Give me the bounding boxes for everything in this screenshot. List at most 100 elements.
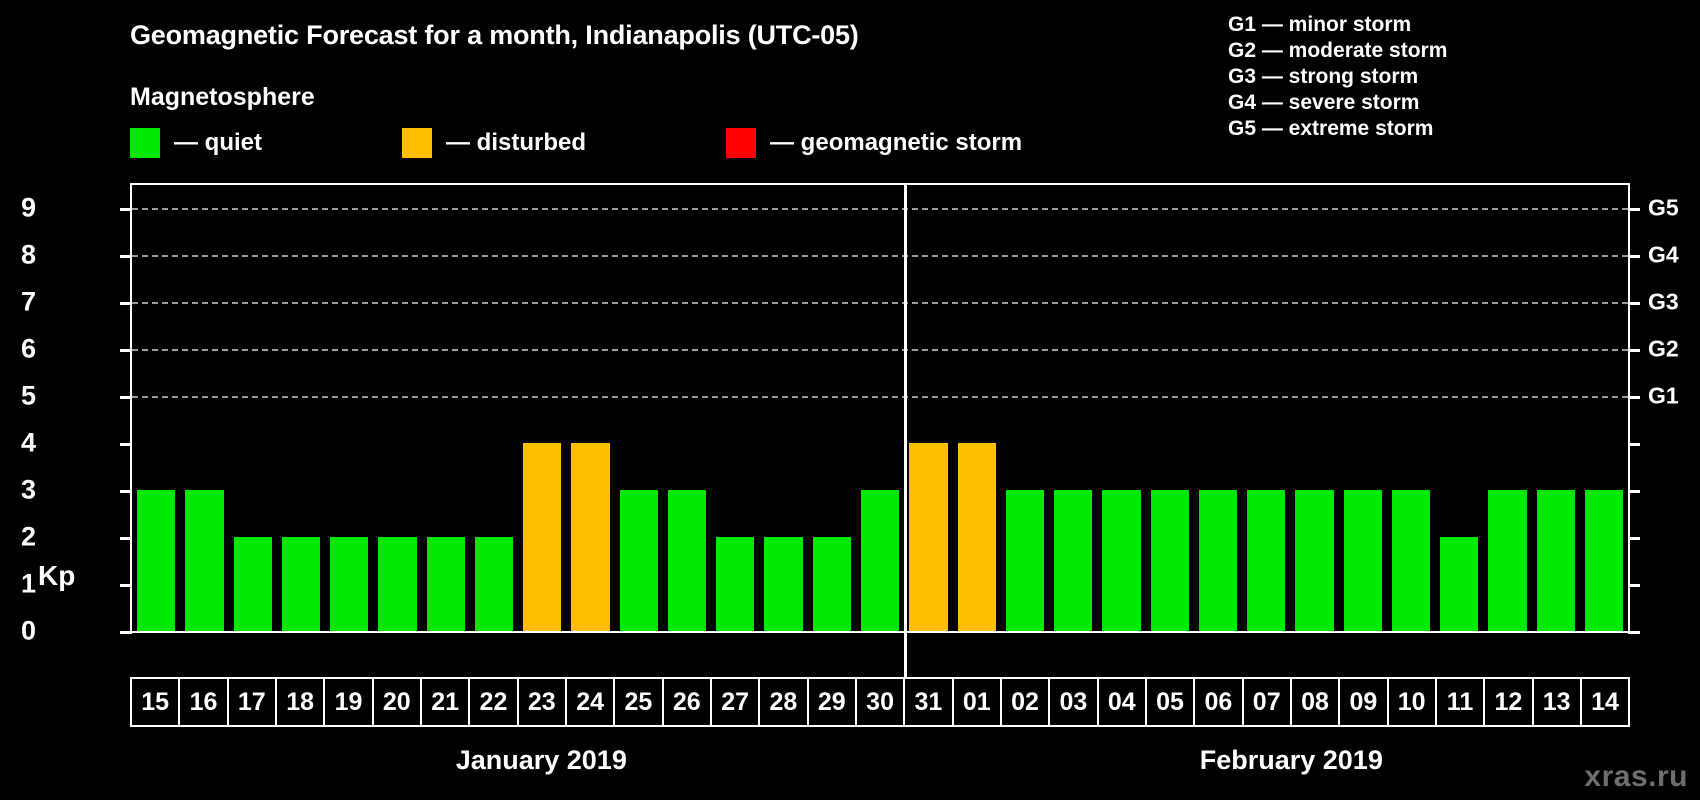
- bar-slot-24[interactable]: [566, 185, 614, 631]
- bar-02[interactable]: [1005, 490, 1045, 631]
- day-label-05[interactable]: 05: [1147, 679, 1196, 725]
- bar-slot-06[interactable]: [1194, 185, 1242, 631]
- bar-slot-18[interactable]: [277, 185, 325, 631]
- bar-30[interactable]: [860, 490, 900, 631]
- bar-10[interactable]: [1391, 490, 1431, 631]
- bar-slot-10[interactable]: [1387, 185, 1435, 631]
- bar-18[interactable]: [281, 537, 321, 631]
- bar-slot-20[interactable]: [373, 185, 421, 631]
- bar-slot-15[interactable]: [132, 185, 180, 631]
- bar-slot-01[interactable]: [953, 185, 1001, 631]
- day-label-25[interactable]: 25: [615, 679, 664, 725]
- day-label-27[interactable]: 27: [712, 679, 761, 725]
- bar-20[interactable]: [378, 537, 417, 631]
- chart-subtitle: Magnetosphere: [130, 83, 315, 111]
- day-label-16[interactable]: 16: [180, 679, 229, 725]
- bar-26[interactable]: [667, 490, 707, 631]
- bar-slot-31[interactable]: [904, 185, 952, 631]
- bar-slot-26[interactable]: [663, 185, 711, 631]
- day-label-07[interactable]: 07: [1244, 679, 1292, 725]
- gridline-kp-9: [132, 208, 1628, 211]
- bar-12[interactable]: [1488, 490, 1527, 631]
- day-label-18[interactable]: 18: [277, 679, 326, 725]
- day-label-14[interactable]: 14: [1591, 687, 1619, 716]
- day-label-26[interactable]: 26: [664, 679, 712, 725]
- day-label-10[interactable]: 10: [1389, 679, 1437, 725]
- bar-21[interactable]: [426, 537, 465, 631]
- day-label-04[interactable]: 04: [1099, 679, 1147, 725]
- bar-05[interactable]: [1150, 490, 1189, 631]
- bar-25[interactable]: [619, 490, 658, 631]
- day-label-23[interactable]: 23: [519, 679, 567, 725]
- bar-13[interactable]: [1536, 490, 1575, 631]
- day-label-15[interactable]: 15: [132, 679, 181, 725]
- bar-27[interactable]: [716, 537, 755, 631]
- bar-01[interactable]: [957, 443, 996, 631]
- bar-slot-17[interactable]: [229, 185, 277, 631]
- day-label-20[interactable]: 20: [374, 679, 422, 725]
- bar-slot-23[interactable]: [518, 185, 566, 631]
- bar-slot-19[interactable]: [325, 185, 373, 631]
- bar-04[interactable]: [1102, 490, 1141, 631]
- day-label-01[interactable]: 01: [954, 679, 1002, 725]
- bar-slot-05[interactable]: [1146, 185, 1194, 631]
- y-tick-right-6: [1628, 349, 1640, 353]
- day-label-19[interactable]: 19: [325, 679, 374, 725]
- day-label-22[interactable]: 22: [470, 679, 519, 725]
- bar-06[interactable]: [1198, 490, 1238, 631]
- bar-29[interactable]: [812, 537, 851, 631]
- day-label-21[interactable]: 21: [422, 679, 471, 725]
- day-label-24[interactable]: 24: [567, 679, 616, 725]
- bar-slot-22[interactable]: [470, 185, 518, 631]
- day-label-13[interactable]: 13: [1534, 679, 1582, 725]
- bar-slot-07[interactable]: [1242, 185, 1290, 631]
- bar-slot-02[interactable]: [1001, 185, 1049, 631]
- bar-slot-04[interactable]: [1097, 185, 1145, 631]
- bar-slot-16[interactable]: [180, 185, 228, 631]
- bar-15[interactable]: [137, 490, 176, 631]
- y-axis-label-3: 3: [20, 474, 36, 505]
- day-label-12[interactable]: 12: [1485, 679, 1534, 725]
- bar-slot-08[interactable]: [1290, 185, 1338, 631]
- bar-slot-03[interactable]: [1049, 185, 1097, 631]
- bar-11[interactable]: [1440, 537, 1479, 631]
- day-label-08[interactable]: 08: [1292, 679, 1341, 725]
- bar-24[interactable]: [571, 443, 610, 631]
- bar-slot-12[interactable]: [1483, 185, 1531, 631]
- bar-31[interactable]: [909, 443, 948, 631]
- bar-14[interactable]: [1584, 490, 1624, 631]
- y-axis-label-0: 0: [20, 615, 36, 646]
- day-label-30[interactable]: 30: [857, 679, 906, 725]
- day-label-17[interactable]: 17: [229, 679, 277, 725]
- y-tick-2: [120, 537, 132, 541]
- day-label-11[interactable]: 11: [1437, 679, 1486, 725]
- bar-16[interactable]: [185, 490, 224, 631]
- day-label-03[interactable]: 03: [1050, 679, 1099, 725]
- bar-slot-13[interactable]: [1532, 185, 1580, 631]
- bar-28[interactable]: [764, 537, 803, 631]
- bar-slot-11[interactable]: [1435, 185, 1483, 631]
- bar-22[interactable]: [474, 537, 514, 631]
- bar-slot-28[interactable]: [759, 185, 807, 631]
- bar-slot-29[interactable]: [808, 185, 856, 631]
- day-label-31[interactable]: 31: [905, 679, 954, 725]
- bar-slot-21[interactable]: [422, 185, 470, 631]
- bar-07[interactable]: [1247, 490, 1286, 631]
- bar-slot-27[interactable]: [711, 185, 759, 631]
- bar-23[interactable]: [523, 443, 562, 631]
- bar-17[interactable]: [233, 537, 272, 631]
- day-label-09[interactable]: 09: [1340, 679, 1389, 725]
- bar-slot-09[interactable]: [1339, 185, 1387, 631]
- bar-03[interactable]: [1054, 490, 1093, 631]
- bar-09[interactable]: [1343, 490, 1382, 631]
- day-label-06[interactable]: 06: [1195, 679, 1244, 725]
- bar-slot-14[interactable]: [1580, 185, 1628, 631]
- day-label-29[interactable]: 29: [809, 679, 857, 725]
- bar-slot-30[interactable]: [856, 185, 904, 631]
- bar-08[interactable]: [1295, 490, 1334, 631]
- bar-19[interactable]: [330, 537, 369, 631]
- day-label-28[interactable]: 28: [760, 679, 809, 725]
- bar-slot-25[interactable]: [615, 185, 663, 631]
- day-label-02[interactable]: 02: [1002, 679, 1051, 725]
- y-tick-right-1: [1628, 584, 1640, 588]
